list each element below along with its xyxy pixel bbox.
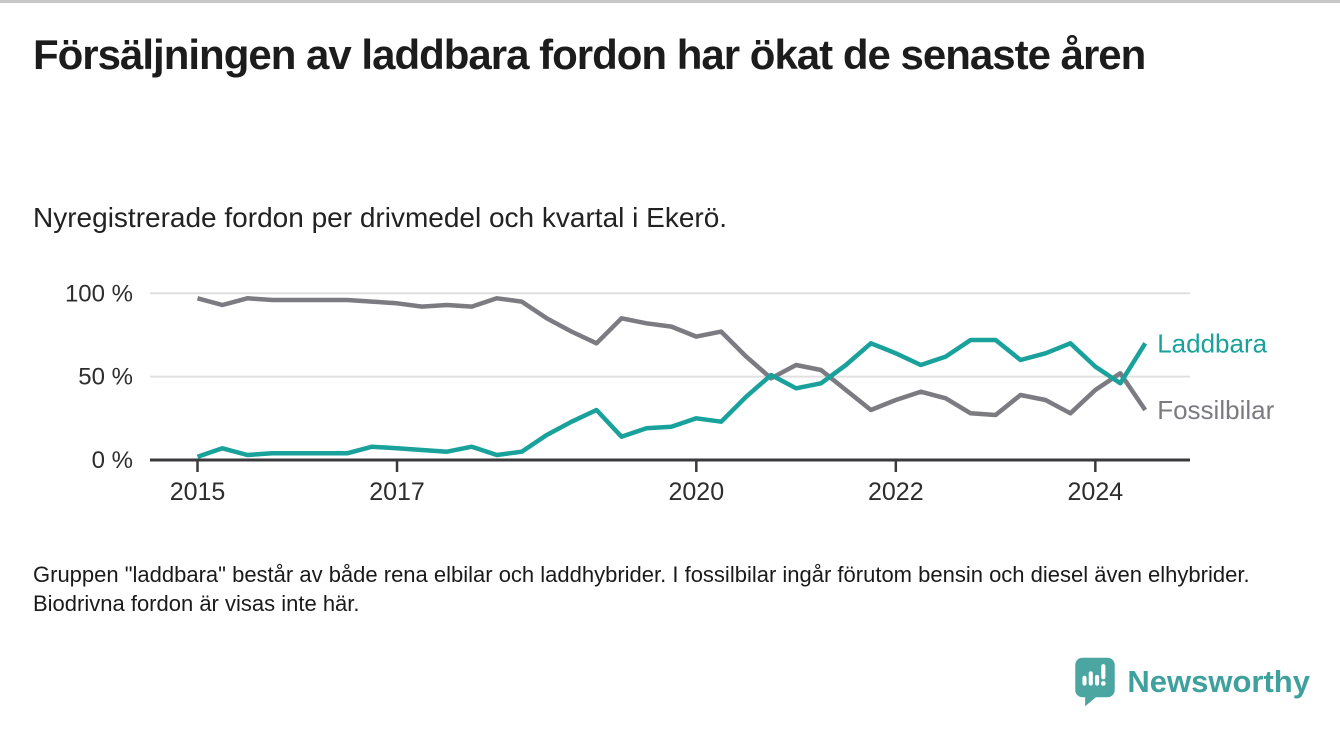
line-chart: 0 % 50 % 100 % 2015 2017 2020 2022 2024 Fossilbi…: [0, 260, 1340, 520]
footnote: Gruppen "laddbara" består av både rena e…: [33, 562, 1250, 616]
series-line-fossilbilar: [196, 296, 1148, 418]
series-line-laddbara: [196, 337, 1148, 459]
chart-subtitle: Nyregistrerade fordon per drivmedel och …: [33, 202, 728, 233]
line-chart-svg: 0 % 50 % 100 % 2015 2017 2020 2022 2024 Fossilbi…: [65, 280, 1275, 506]
x-tick-label: 2020: [668, 478, 724, 506]
y-tick-label: 50 %: [78, 364, 133, 391]
page-title: Försäljningen av laddbara fordon har öka…: [33, 31, 1146, 78]
brand-name: Newsworthy: [1127, 664, 1310, 699]
speech-bubble-bar-chart-icon: [1075, 657, 1116, 707]
series-label-fossilbilar: Fossilbilar: [1157, 395, 1274, 425]
brand-logo: Newsworthy: [1073, 656, 1310, 708]
x-tick-label: 2024: [1068, 478, 1124, 506]
x-tick-label: 2017: [369, 478, 425, 506]
series-label-laddbara: Laddbara: [1157, 328, 1267, 358]
top-divider: [0, 0, 1340, 3]
x-tick-label: 2015: [170, 478, 226, 506]
x-tick-label: 2022: [868, 478, 924, 506]
y-tick-label: 100 %: [65, 280, 133, 307]
y-tick-label: 0 %: [92, 447, 133, 474]
